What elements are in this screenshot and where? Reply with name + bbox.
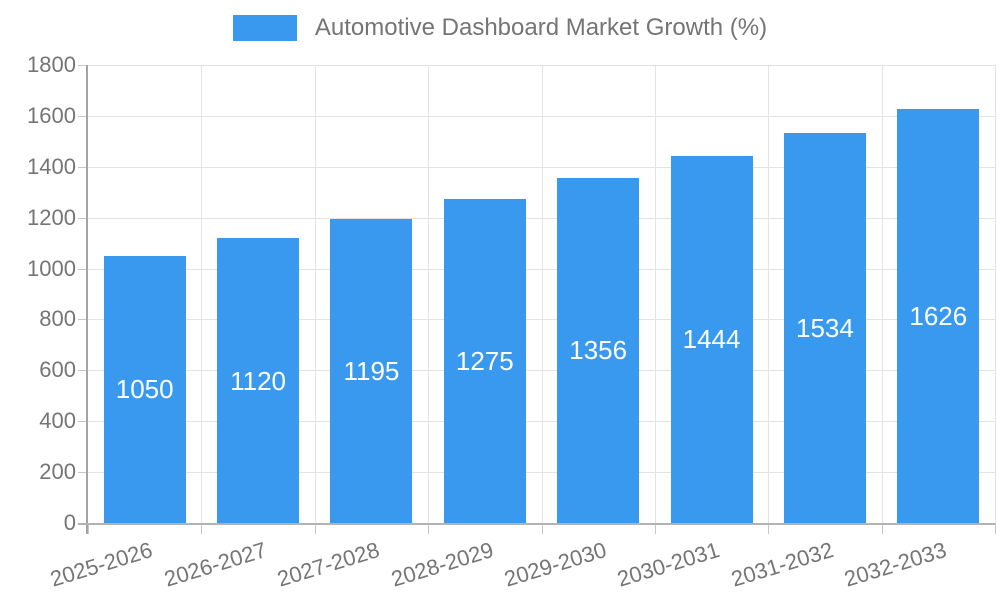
legend: Automotive Dashboard Market Growth (%) [0, 14, 1000, 42]
y-axis-label: 1400 [27, 153, 76, 179]
gridline-vertical [768, 65, 770, 523]
x-tick [654, 523, 656, 534]
x-tick [995, 523, 996, 534]
gridline-vertical [314, 65, 316, 523]
x-axis-label: 2029-2030 [501, 537, 610, 592]
gridline-vertical [654, 65, 656, 523]
y-axis-line [86, 65, 88, 534]
gridline-vertical [201, 65, 203, 523]
y-axis-label: 600 [39, 357, 76, 383]
y-axis-label: 200 [39, 459, 76, 485]
y-tick [78, 472, 88, 474]
x-axis-label: 2025-2026 [47, 537, 156, 592]
x-axis-label: 2030-2031 [614, 537, 723, 592]
bar-value-label: 1356 [569, 335, 628, 366]
bar [783, 132, 866, 523]
y-axis-label: 1200 [27, 204, 76, 230]
x-tick [768, 523, 770, 534]
y-axis-label: 800 [39, 306, 76, 332]
x-axis-line [78, 523, 995, 525]
x-tick [428, 523, 430, 534]
x-axis-label: 2026-2027 [161, 537, 270, 592]
bar-value-label: 1050 [115, 374, 174, 405]
legend-label: Automotive Dashboard Market Growth (%) [314, 14, 768, 41]
gridline-vertical [428, 65, 430, 523]
y-tick [78, 217, 88, 219]
bar-value-label: 1275 [455, 345, 514, 376]
y-axis-label: 400 [39, 408, 76, 434]
y-axis-label: 0 [63, 510, 76, 535]
bar-value-label: 1120 [230, 365, 287, 396]
gridline-vertical [995, 65, 996, 523]
y-axis-label: 1800 [27, 52, 76, 77]
y-tick [78, 370, 88, 372]
bar-value-label: 1444 [682, 324, 741, 355]
bar-value-label: 1626 [909, 301, 968, 332]
bar [330, 218, 413, 523]
bar [670, 155, 753, 523]
gridline-vertical [881, 65, 883, 523]
x-axis-label: 2028-2029 [387, 537, 496, 592]
bar [443, 198, 526, 523]
bar [557, 177, 640, 523]
x-tick [881, 523, 883, 534]
x-axis-label: 2027-2028 [274, 537, 383, 592]
bar [103, 255, 186, 523]
gridline-vertical [541, 65, 543, 523]
bar [217, 238, 300, 523]
bar [897, 109, 980, 523]
y-tick [78, 115, 88, 117]
x-axis-label: 2031-2032 [728, 537, 836, 592]
y-axis-label: 1000 [27, 255, 76, 281]
y-tick [78, 319, 88, 321]
x-tick [541, 523, 543, 534]
y-tick [78, 268, 88, 270]
y-tick [78, 65, 88, 66]
x-tick [88, 523, 89, 534]
bar-value-label: 1534 [796, 312, 854, 343]
y-tick [78, 166, 88, 168]
bar-value-label: 1195 [343, 355, 400, 386]
y-axis-label: 1600 [27, 102, 76, 128]
legend-swatch [232, 15, 297, 41]
x-tick [201, 523, 203, 534]
x-axis-label: 2032-2033 [841, 537, 950, 592]
y-tick [78, 421, 88, 423]
x-tick [314, 523, 316, 534]
